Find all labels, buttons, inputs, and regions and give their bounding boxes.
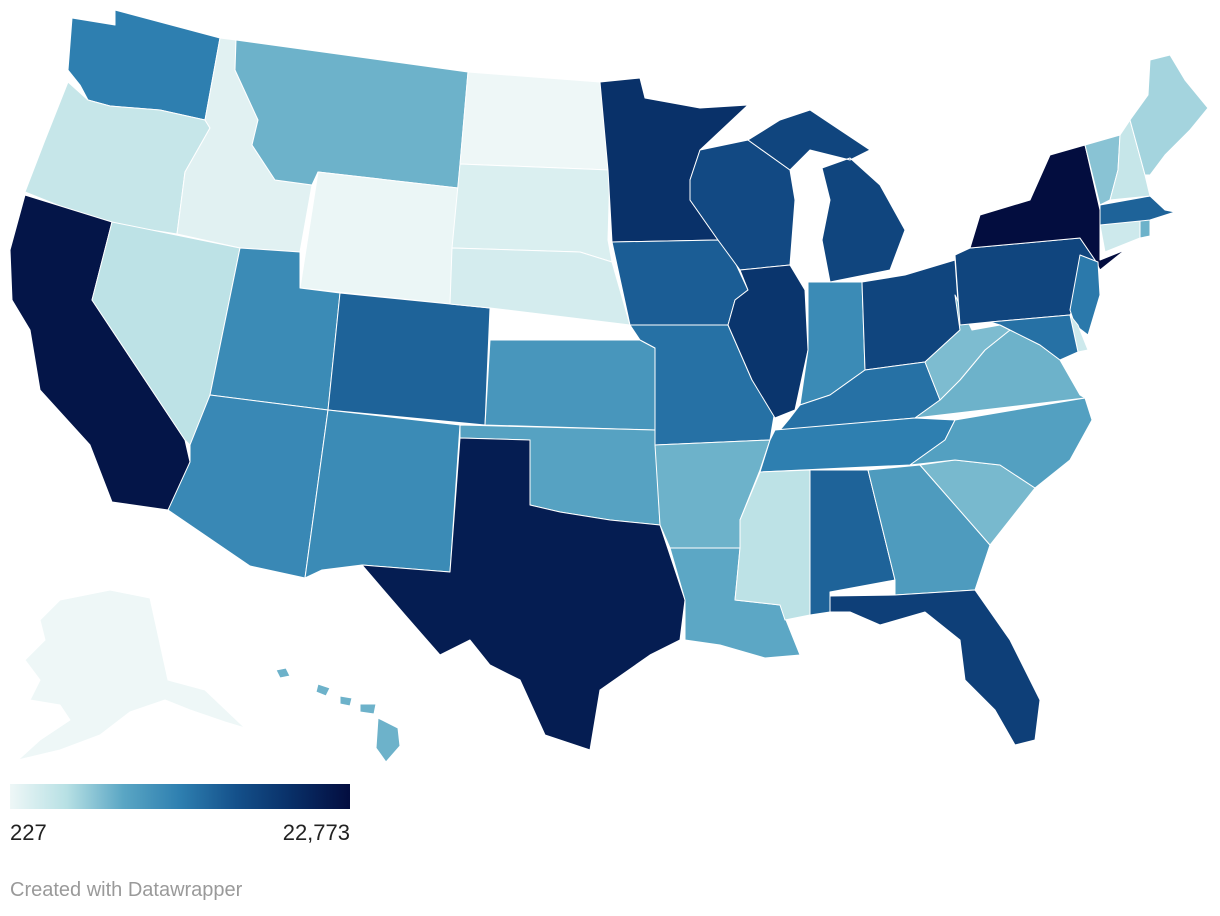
state-maryland[interactable]: [989, 314, 1079, 361]
state-maine[interactable]: [1129, 54, 1209, 176]
legend-max-label: 22,773: [282, 820, 350, 845]
state-new-mexico[interactable]: [304, 409, 461, 579]
state-colorado[interactable]: [327, 292, 491, 426]
state-new-jersey[interactable]: [1069, 254, 1101, 336]
state-hawaii[interactable]: [275, 667, 401, 763]
state-montana[interactable]: [234, 39, 469, 189]
state-south-dakota[interactable]: [451, 163, 613, 263]
state-texas[interactable]: [361, 437, 686, 751]
legend-gradient-bar: [10, 784, 350, 809]
us-choropleth-map: [9, 9, 1209, 763]
state-new-york[interactable]: [969, 144, 1126, 271]
state-rhode-island[interactable]: [1139, 219, 1151, 239]
state-illinois[interactable]: [727, 264, 809, 419]
state-north-dakota[interactable]: [459, 71, 611, 171]
credit-text: Created with Datawrapper: [10, 879, 243, 901]
color-legend: 227 22,773: [10, 784, 350, 845]
state-wyoming[interactable]: [299, 171, 459, 305]
state-kansas[interactable]: [484, 339, 656, 431]
state-florida[interactable]: [829, 589, 1041, 746]
state-alaska[interactable]: [17, 589, 246, 761]
state-michigan[interactable]: [747, 109, 906, 283]
legend-min-label: 227: [10, 820, 47, 845]
state-north-carolina[interactable]: [909, 397, 1093, 489]
